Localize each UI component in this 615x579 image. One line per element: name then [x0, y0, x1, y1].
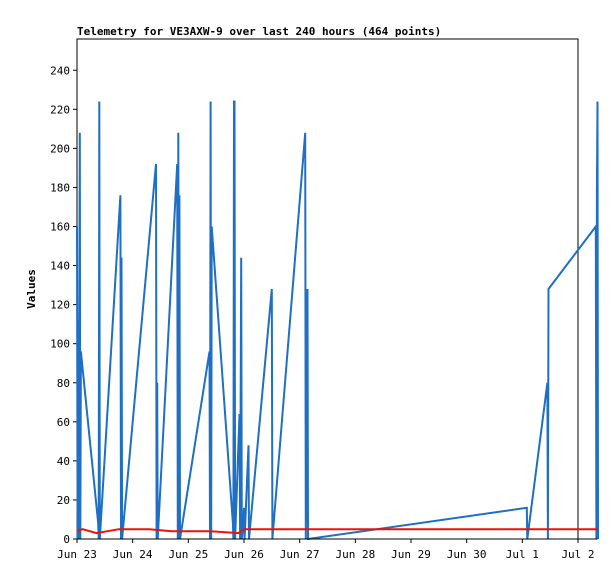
y-tick-label-160: 160 [50, 221, 70, 234]
series-group [76, 100, 599, 541]
series-line-0 [76, 100, 599, 541]
y-tick-label-240: 240 [50, 64, 70, 77]
chart-title: Telemetry for VE3AXW-9 over last 240 hou… [77, 25, 441, 38]
y-axis-label: Values [25, 269, 38, 309]
y-tick-label-200: 200 [50, 142, 70, 155]
x-axis: Jun 23 Jun 24 Jun 25 Jun 26 Jun 27 Jun 28 Jun … [57, 539, 595, 561]
y-tick-label-140: 140 [50, 260, 70, 273]
y-tick-label-120: 120 [50, 299, 70, 312]
y-tick-label-220: 220 [50, 103, 70, 116]
x-tick-label-9: Jul 2 [561, 548, 594, 561]
y-tick-label-100: 100 [50, 338, 70, 351]
y-tick-label-60: 60 [57, 416, 70, 429]
x-tick-label-1: Jun 24 [113, 548, 153, 561]
x-tick-label-2: Jun 25 [168, 548, 208, 561]
x-tick-label-3: Jun 26 [224, 548, 264, 561]
series-line-1 [76, 528, 598, 535]
y-axis: 0 20 40 60 80 100 120 140 160 180 200 220 240 [50, 64, 77, 546]
y-tick-label-180: 180 [50, 181, 70, 194]
y-tick-label-20: 20 [57, 494, 70, 507]
y-tick-label-40: 40 [57, 455, 70, 468]
x-tick-label-4: Jun 27 [280, 548, 320, 561]
x-tick-label-7: Jun 30 [447, 548, 487, 561]
y-tick-label-0: 0 [63, 533, 70, 546]
y-tick-label-80: 80 [57, 377, 70, 390]
x-tick-label-6: Jun 29 [391, 548, 431, 561]
plot-frame [76, 38, 579, 540]
x-tick-label-0: Jun 23 [57, 548, 97, 561]
x-tick-label-8: Jul 1 [506, 548, 539, 561]
x-tick-label-5: Jun 28 [335, 548, 375, 561]
